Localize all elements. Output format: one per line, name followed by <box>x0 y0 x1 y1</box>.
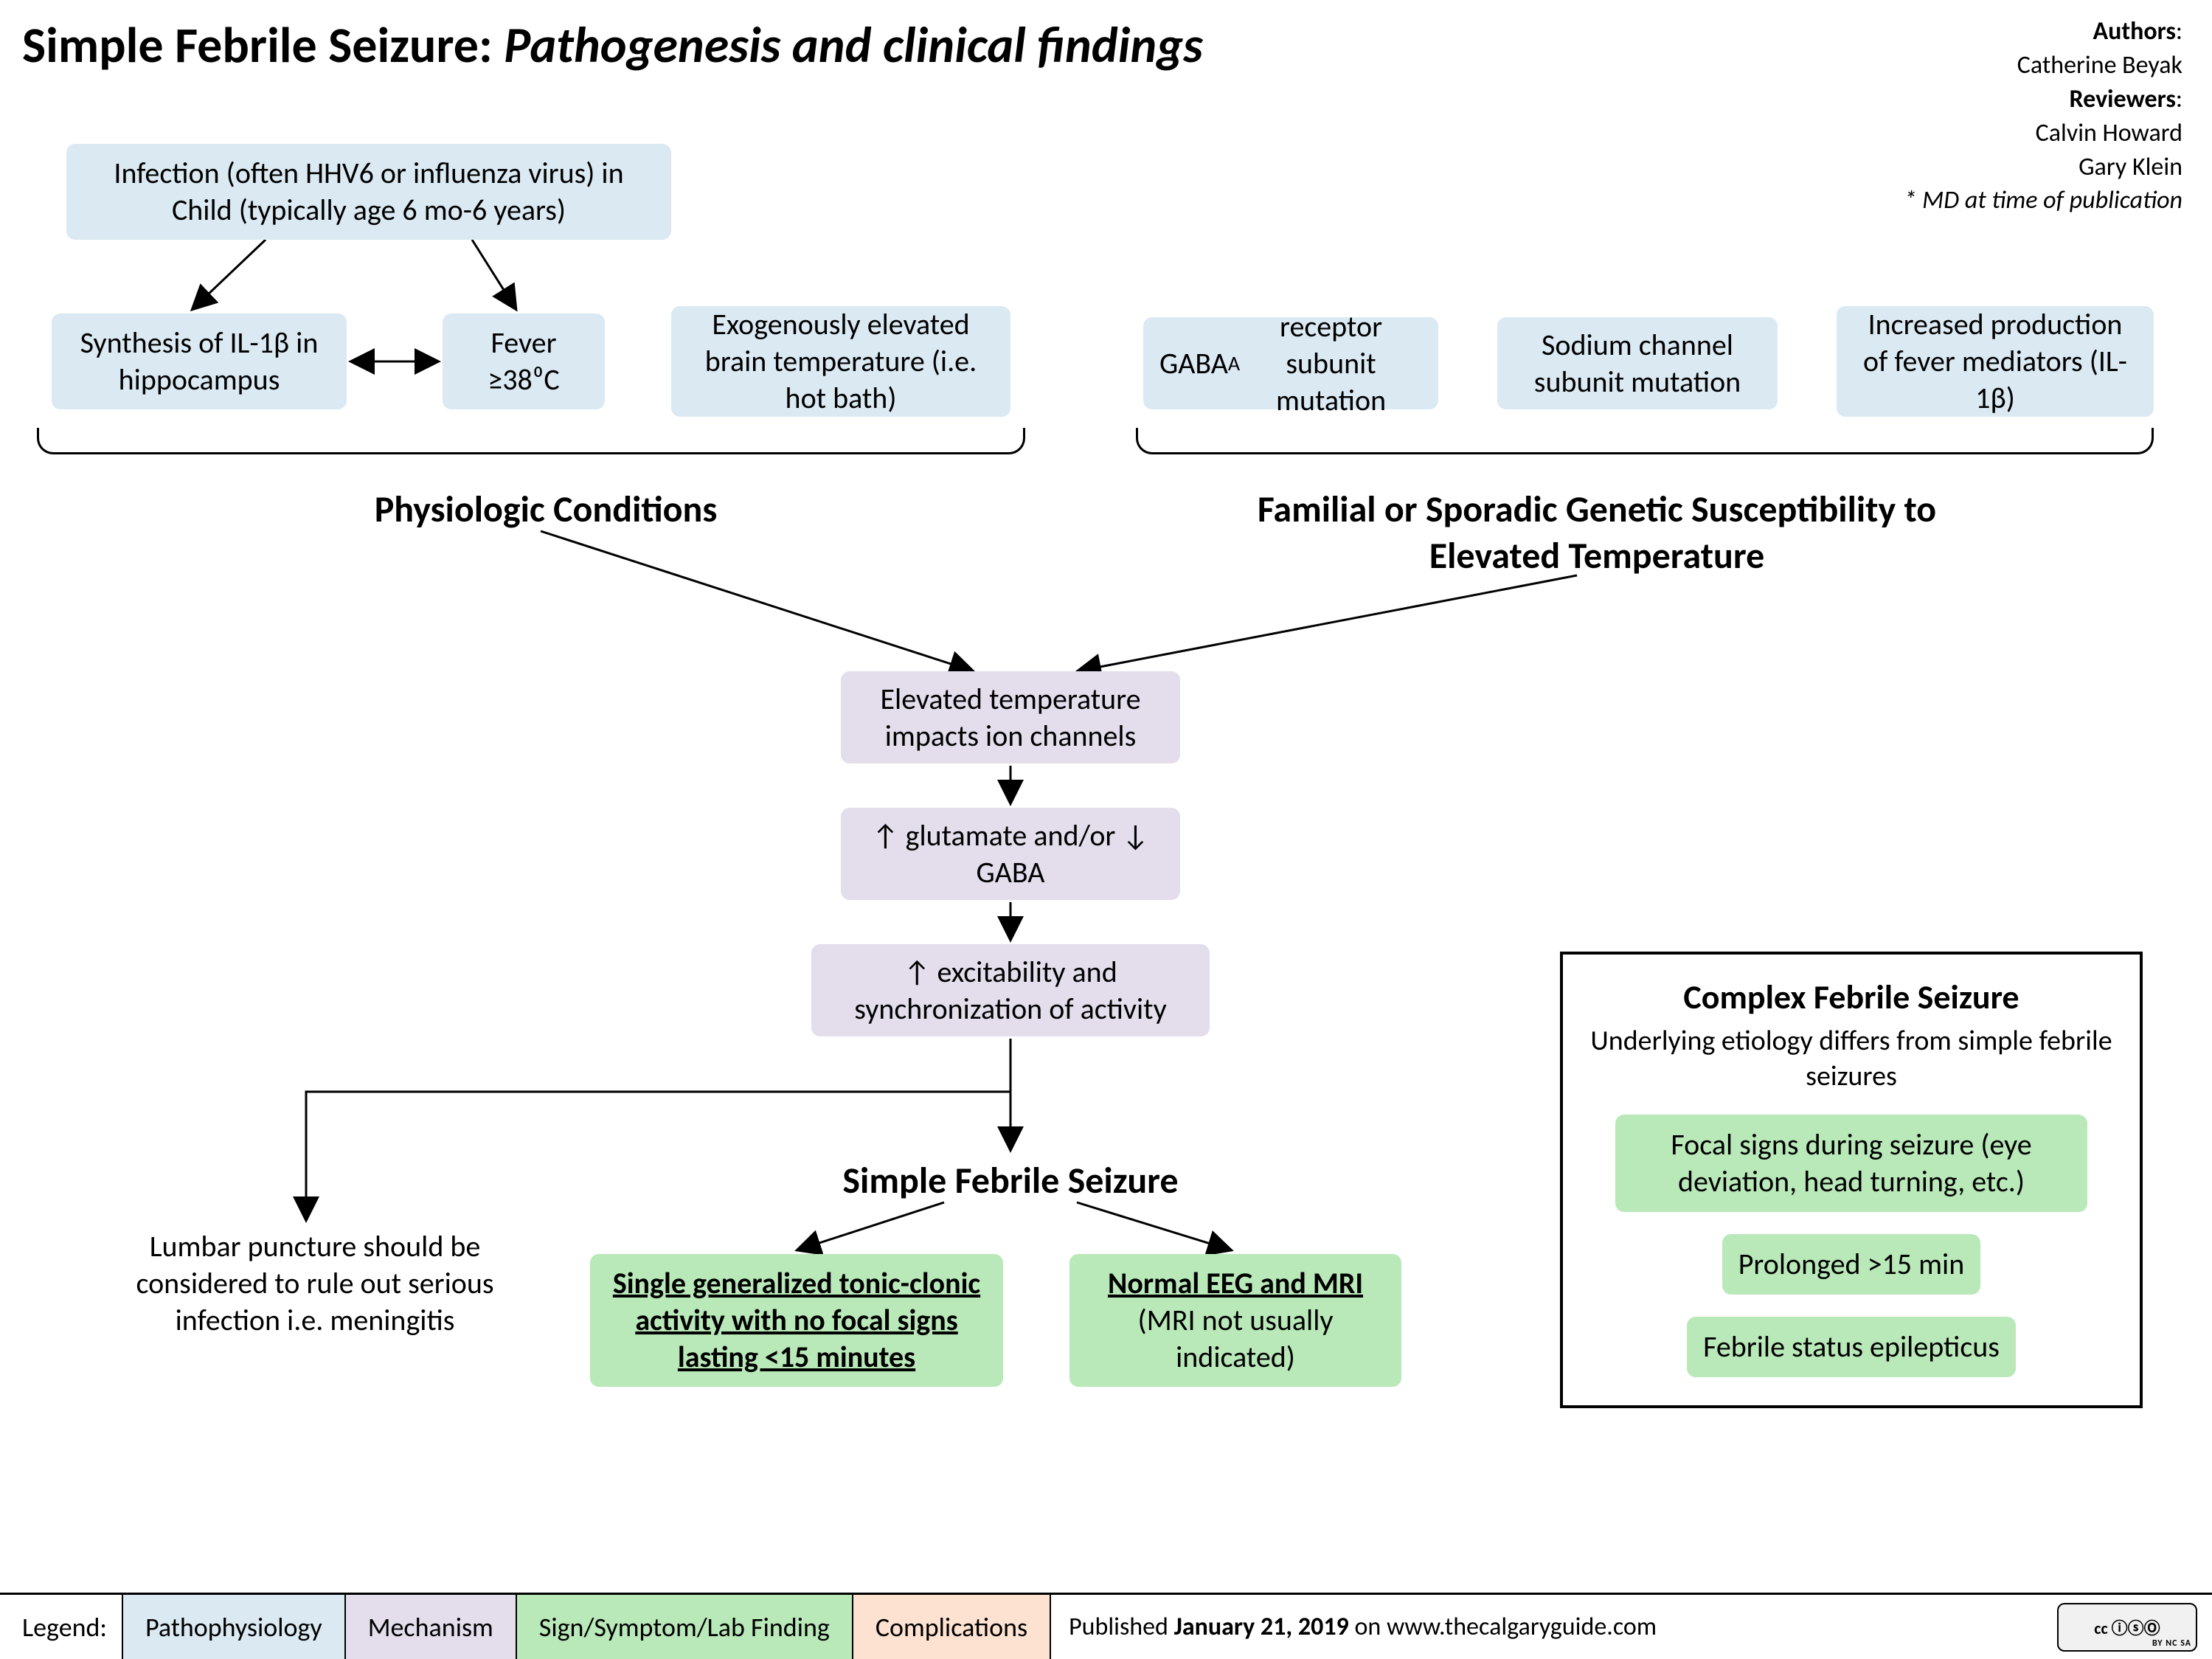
node-elevated-temp: Elevated temperature impacts ion channel… <box>841 671 1180 763</box>
node-excitability: ↑ excitability and synchronization of ac… <box>811 944 1210 1036</box>
reviewer-0: Calvin Howard <box>1904 117 2182 150</box>
cc-license-icon: cc ⓘⓢⓄ BY NC SA <box>2057 1603 2197 1652</box>
heading-simple-febrile-seizure: Simple Febrile Seizure <box>811 1158 1210 1205</box>
node-eeg-mri: Normal EEG and MRI(MRI not usually indic… <box>1069 1254 1401 1387</box>
brace-left <box>37 428 1025 454</box>
legend-complications: Complications <box>853 1595 1051 1659</box>
heading-familial: Familial or Sporadic Genetic Susceptibil… <box>1210 487 1984 579</box>
title-bold: Simple Febrile Seizure: <box>22 15 493 76</box>
complex-item-2-text: Febrile status epilepticus <box>1703 1329 2000 1365</box>
pub-suffix: on www.thecalgaryguide.com <box>1349 1612 1657 1642</box>
authors-label: Authors <box>2093 16 2175 46</box>
node-fever: Fever ≥38⁰C <box>443 314 605 409</box>
diagram-canvas: Simple Febrile Seizure: Pathogenesis and… <box>0 0 2212 1659</box>
cc-text: cc ⓘⓢⓄ <box>2094 1615 2160 1639</box>
pub-prefix: Published <box>1069 1612 1174 1642</box>
node-tonic-clonic: Single generalized tonic-clonic activity… <box>590 1254 1003 1387</box>
legend-published: Published January 21, 2019 on www.thecal… <box>1051 1612 2057 1642</box>
node-infection: Infection (often HHV6 or influenza virus… <box>66 144 671 240</box>
node-il1b: Synthesis of IL-1β in hippocampus <box>52 314 347 409</box>
complex-febrile-box: Complex Febrile Seizure Underlying etiol… <box>1560 952 2143 1408</box>
author-0: Catherine Beyak <box>1904 49 2182 83</box>
complex-item-0: Focal signs during seizure (eye deviatio… <box>1615 1115 2087 1212</box>
node-glutamate-gaba: ↑ glutamate and/or ↓ GABA <box>841 808 1180 900</box>
cc-sub: BY NC SA <box>2152 1638 2191 1649</box>
reviewer-1: Gary Klein <box>1904 150 2182 184</box>
reviewers-label: Reviewers <box>2069 84 2175 114</box>
node-sodium: Sodium channel subunit mutation <box>1497 317 1778 409</box>
credits-note: * MD at time of publication <box>1904 184 2182 218</box>
complex-item-1: Prolonged >15 min <box>1722 1234 1980 1295</box>
node-increased-production: Increased production of fever mediators … <box>1837 306 2154 417</box>
complex-title: Complex Febrile Seizure <box>1584 977 2119 1018</box>
pub-date: January 21, 2019 <box>1174 1612 1349 1642</box>
node-gaba-receptor: GABAA receptor subunit mutation <box>1143 317 1438 409</box>
title-italic: Pathogenesis and clinical findings <box>504 15 1203 76</box>
heading-physiologic: Physiologic Conditions <box>339 487 752 533</box>
legend-label: Legend: <box>0 1611 122 1644</box>
complex-sub: Underlying etiology differs from simple … <box>1584 1024 2119 1094</box>
legend-mechanism: Mechanism <box>346 1595 517 1659</box>
note-lumbar-puncture: Lumbar puncture should be considered to … <box>100 1228 530 1339</box>
legend-bar: Legend: Pathophysiology Mechanism Sign/S… <box>0 1593 2212 1659</box>
complex-item-2: Febrile status epilepticus <box>1687 1317 2016 1377</box>
page-title: Simple Febrile Seizure: Pathogenesis and… <box>22 15 1203 76</box>
credits-block: Authors: Catherine Beyak Reviewers: Calv… <box>1904 15 2182 218</box>
legend-pathophysiology: Pathophysiology <box>122 1595 346 1659</box>
node-hotbath: Exogenously elevated brain temperature (… <box>671 306 1010 417</box>
legend-sign: Sign/Symptom/Lab Finding <box>517 1595 853 1659</box>
brace-right <box>1136 428 2154 454</box>
